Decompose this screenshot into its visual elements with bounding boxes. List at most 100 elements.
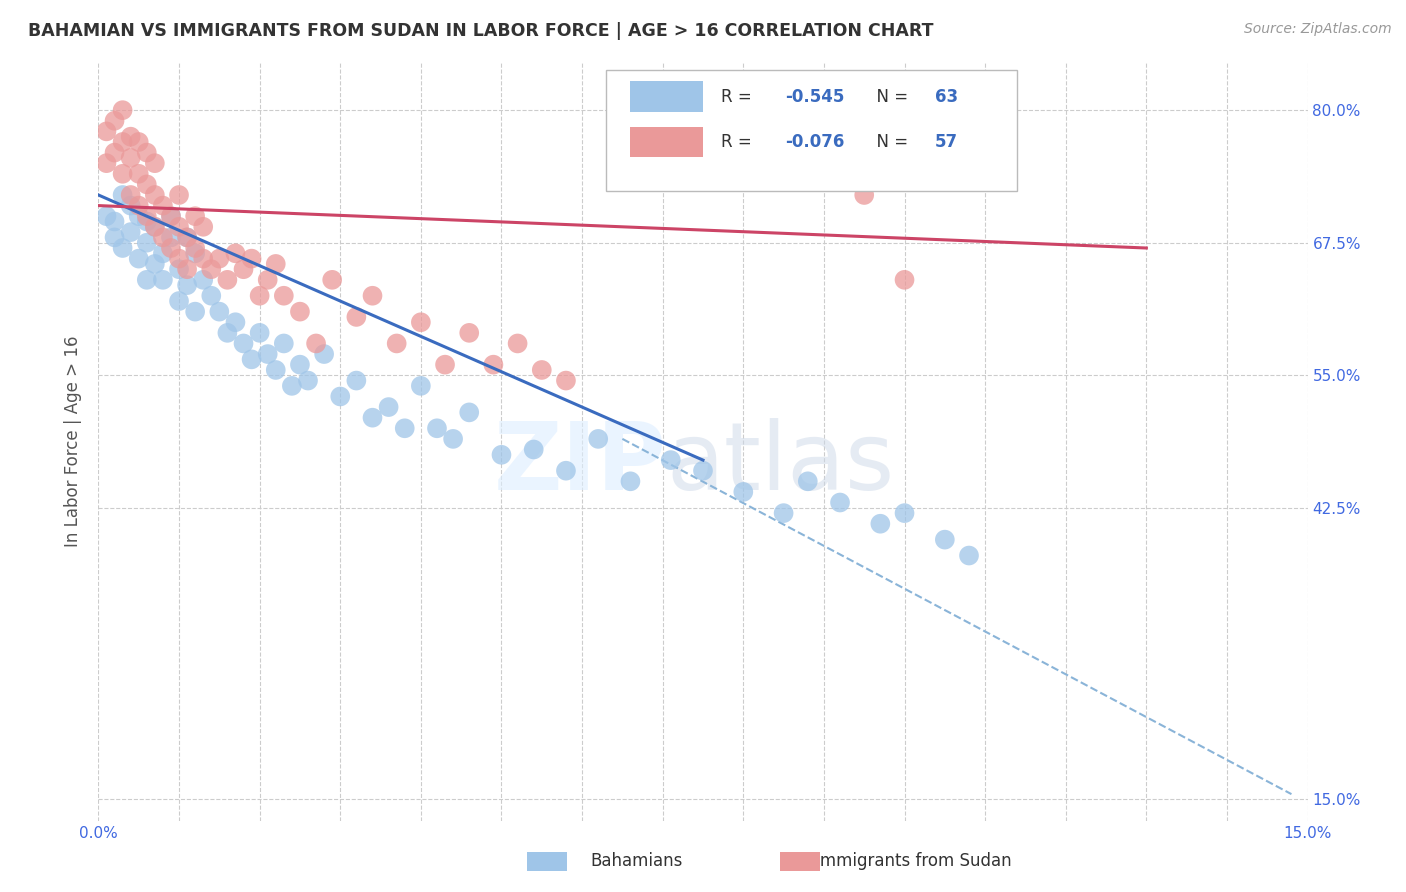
Text: N =: N = (866, 87, 914, 105)
Point (772, 506, 794, 520)
Point (232, 262, 254, 277)
Point (482, 358, 505, 372)
Text: R =: R = (721, 133, 758, 151)
Text: Source: ZipAtlas.com: Source: ZipAtlas.com (1244, 22, 1392, 37)
Point (224, 315, 246, 329)
Point (217, 273, 239, 287)
Point (111, 241, 134, 255)
Point (208, 304, 231, 318)
Point (256, 273, 278, 287)
Point (135, 214, 157, 228)
Point (103, 214, 125, 228)
Point (111, 188, 134, 202)
Point (619, 475, 641, 489)
Point (176, 278, 198, 293)
Point (152, 198, 174, 212)
Point (193, 252, 215, 266)
Point (176, 230, 198, 244)
FancyBboxPatch shape (630, 81, 703, 112)
Point (224, 246, 246, 260)
Point (586, 432, 609, 446)
Point (329, 389, 352, 403)
Point (249, 289, 271, 303)
Point (128, 167, 150, 181)
FancyBboxPatch shape (606, 70, 1018, 191)
Point (555, 464, 578, 478)
Point (143, 188, 166, 202)
Point (361, 410, 384, 425)
Point (128, 209, 150, 223)
Point (797, 475, 820, 489)
Point (288, 304, 311, 318)
Text: -0.076: -0.076 (785, 133, 845, 151)
Point (184, 241, 207, 255)
Text: ZIP: ZIP (494, 418, 666, 510)
Text: -0.545: -0.545 (785, 87, 845, 105)
Point (160, 230, 183, 244)
Point (256, 347, 278, 361)
Point (135, 273, 157, 287)
Text: 63: 63 (935, 87, 959, 105)
Point (111, 135, 134, 149)
Point (434, 358, 457, 372)
Point (111, 103, 134, 117)
Point (152, 246, 174, 260)
Point (321, 273, 343, 287)
Point (135, 235, 157, 250)
Point (249, 326, 271, 340)
Point (184, 304, 207, 318)
Point (385, 336, 408, 351)
Point (111, 167, 134, 181)
Point (409, 315, 432, 329)
Point (281, 379, 304, 393)
Point (120, 225, 142, 239)
Point (143, 219, 166, 234)
Point (193, 273, 215, 287)
Point (135, 178, 157, 192)
Text: BAHAMIAN VS IMMIGRANTS FROM SUDAN IN LABOR FORCE | AGE > 16 CORRELATION CHART: BAHAMIAN VS IMMIGRANTS FROM SUDAN IN LAB… (28, 22, 934, 40)
Point (426, 421, 449, 435)
Point (200, 262, 222, 277)
Point (523, 442, 546, 457)
Point (491, 448, 513, 462)
Point (167, 293, 190, 308)
Point (273, 336, 295, 351)
Point (143, 156, 166, 170)
Point (193, 219, 215, 234)
Point (377, 400, 399, 414)
Point (409, 379, 432, 393)
Point (240, 252, 263, 266)
Point (135, 145, 157, 160)
Point (143, 219, 166, 234)
Point (208, 252, 231, 266)
Point (120, 198, 142, 212)
Point (128, 198, 150, 212)
Point (506, 336, 529, 351)
Point (297, 374, 319, 388)
Point (152, 273, 174, 287)
Point (273, 289, 295, 303)
Point (152, 230, 174, 244)
Text: 57: 57 (935, 133, 959, 151)
Point (361, 289, 384, 303)
FancyBboxPatch shape (630, 127, 703, 157)
Point (120, 151, 142, 165)
Point (143, 257, 166, 271)
Point (160, 209, 183, 223)
Point (934, 533, 956, 547)
Point (103, 145, 125, 160)
Text: R =: R = (721, 87, 758, 105)
Point (555, 374, 578, 388)
Point (957, 549, 980, 563)
Point (167, 188, 190, 202)
Point (530, 363, 553, 377)
Point (394, 421, 416, 435)
Point (240, 352, 263, 367)
Point (128, 135, 150, 149)
Point (167, 262, 190, 277)
Point (344, 374, 367, 388)
Point (853, 188, 876, 202)
Point (264, 363, 287, 377)
Point (135, 209, 157, 223)
Y-axis label: In Labor Force | Age > 16: In Labor Force | Age > 16 (65, 335, 83, 548)
